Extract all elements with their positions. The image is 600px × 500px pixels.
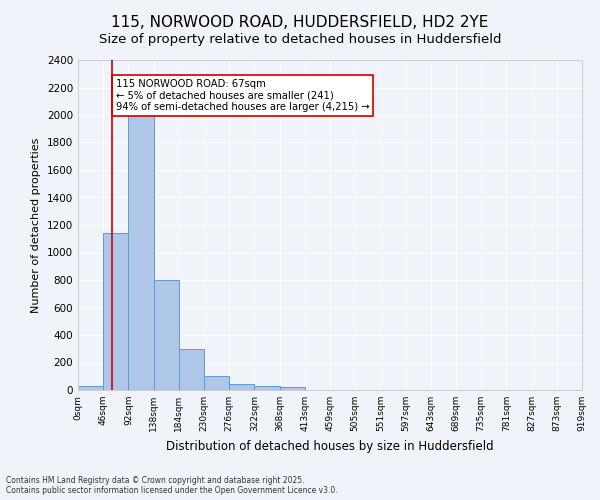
Y-axis label: Number of detached properties: Number of detached properties	[31, 138, 41, 312]
Bar	[103, 233, 128, 390]
Bar	[204, 376, 229, 390]
Text: Contains HM Land Registry data © Crown copyright and database right 2025.
Contai: Contains HM Land Registry data © Crown c…	[6, 476, 338, 495]
Text: 115 NORWOOD ROAD: 67sqm
← 5% of detached houses are smaller (241)
94% of semi-de: 115 NORWOOD ROAD: 67sqm ← 5% of detached…	[116, 79, 370, 112]
X-axis label: Distribution of detached houses by size in Huddersfield: Distribution of detached houses by size …	[166, 440, 494, 452]
Bar	[229, 384, 254, 390]
Bar	[78, 386, 103, 390]
Bar	[254, 386, 280, 390]
Bar	[280, 387, 305, 390]
Bar	[128, 114, 154, 390]
Text: 115, NORWOOD ROAD, HUDDERSFIELD, HD2 2YE: 115, NORWOOD ROAD, HUDDERSFIELD, HD2 2YE	[112, 15, 488, 30]
Bar	[154, 280, 179, 390]
Text: Size of property relative to detached houses in Huddersfield: Size of property relative to detached ho…	[99, 32, 501, 46]
Bar	[179, 349, 204, 390]
